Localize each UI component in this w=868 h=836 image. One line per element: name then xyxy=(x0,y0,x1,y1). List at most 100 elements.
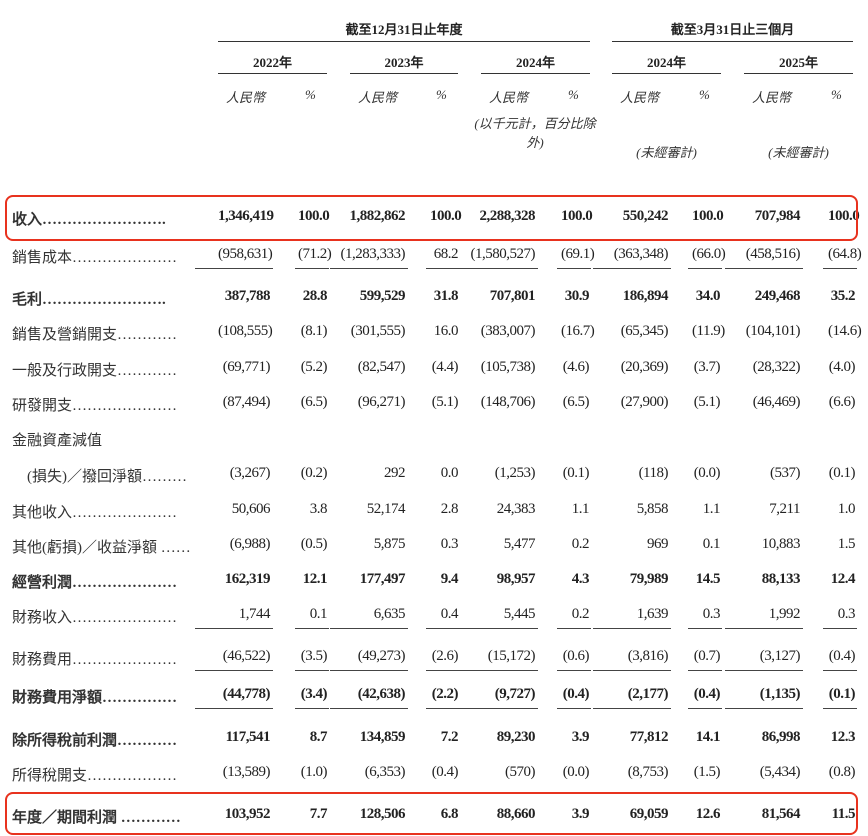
percent-cell: 16.0 xyxy=(433,323,459,339)
currency-label: 人民幣 xyxy=(358,90,398,105)
amount-cell: (570) xyxy=(505,764,536,780)
percent-cell: 28.8 xyxy=(302,288,328,304)
percent-cell: 11.5 xyxy=(831,806,856,822)
underline xyxy=(557,708,591,709)
percent-cell: 100.0 xyxy=(430,208,462,224)
row-label: 銷售成本………………… xyxy=(12,250,178,266)
table-row: 財務費用淨額…………… (44,778) (3.4) (42,638) (2.2) (9,… xyxy=(0,680,868,710)
amount-cell: 24,383 xyxy=(496,501,536,517)
percent-cell: (0.4) xyxy=(431,764,459,780)
unaudited-note: (未經審計) xyxy=(636,145,697,160)
divider xyxy=(744,73,853,74)
amount-cell: 128,506 xyxy=(359,806,406,822)
underline xyxy=(557,670,591,671)
amount-cell: (15,172) xyxy=(487,648,536,664)
underline xyxy=(330,670,408,671)
year-header: 2024年 xyxy=(646,55,686,70)
percent-cell: 12.3 xyxy=(830,729,856,745)
percent-cell: (0.5) xyxy=(300,536,328,552)
percent-cell: 8.7 xyxy=(309,729,328,745)
amount-cell: (301,555) xyxy=(350,323,406,339)
underline xyxy=(330,268,408,269)
percent-cell: (3.5) xyxy=(300,648,328,664)
amount-cell: (49,273) xyxy=(357,648,406,664)
row-label: 其他收入………………… xyxy=(12,505,178,521)
percent-cell: 1.5 xyxy=(837,536,856,552)
year-header: 2022年 xyxy=(252,55,292,70)
amount-cell: (6,988) xyxy=(229,536,271,552)
percent-cell: 12.1 xyxy=(302,571,328,587)
amount-cell: 5,858 xyxy=(636,501,669,517)
amount-cell: (27,900) xyxy=(620,394,669,410)
percent-cell: (4.0) xyxy=(828,359,856,375)
table-row: 毛利……………………. 387,788 28.8 599,529 31.8 707,801… xyxy=(0,282,868,312)
percent-cell: (0.2) xyxy=(300,465,328,481)
amount-cell: (13,589) xyxy=(222,764,271,780)
percent-cell: 14.1 xyxy=(695,729,721,745)
percent-label: % xyxy=(699,87,710,102)
percent-cell: (8.1) xyxy=(300,323,328,339)
amount-cell: (1,253) xyxy=(494,465,536,481)
amount-cell: 88,660 xyxy=(496,806,536,822)
percent-cell: (0.0) xyxy=(562,764,590,780)
table-row: 其他收入………………… 50,606 3.8 52,174 2.8 24,383 1.1 5,… xyxy=(0,495,868,525)
percent-cell: 0.3 xyxy=(837,606,856,622)
percent-cell: (0.6) xyxy=(562,648,590,664)
percent-cell: 34.0 xyxy=(695,288,721,304)
underline xyxy=(725,268,803,269)
percent-cell: (11.9) xyxy=(692,323,725,339)
underline xyxy=(295,628,329,629)
percent-cell: (0.7) xyxy=(693,648,721,664)
table-row: 財務費用………………… (46,522) (3.5) (49,273) (2.6) (15… xyxy=(0,642,868,672)
table-row: 所得稅開支……………… (13,589) (1.0) (6,353) (0.4) (570… xyxy=(0,758,868,788)
table-row: 銷售成本………………… (958,631) (71.2) (1,283,333) 68.… xyxy=(0,240,868,270)
year-header: 2024年 xyxy=(515,55,555,70)
amount-cell: 249,468 xyxy=(754,288,801,304)
percent-cell: (0.4) xyxy=(693,686,721,702)
table-row: 銷售及營銷開支………… (108,555) (8.1) (301,555) 16.0 (3… xyxy=(0,317,868,347)
amount-cell: (8,753) xyxy=(627,764,669,780)
amount-cell: (537) xyxy=(770,465,801,481)
percent-cell: (5.2) xyxy=(300,359,328,375)
amount-cell: 1,346,419 xyxy=(218,208,274,224)
amount-cell: 89,230 xyxy=(496,729,536,745)
amount-cell: 7,211 xyxy=(769,501,800,517)
amount-cell: 177,497 xyxy=(359,571,406,587)
percent-cell: 3.9 xyxy=(571,806,590,822)
amount-cell: 2,288,328 xyxy=(479,208,536,224)
amount-cell: (3,127) xyxy=(759,648,801,664)
percent-cell: 0.3 xyxy=(440,536,459,552)
underline xyxy=(195,670,273,671)
amount-cell: (105,738) xyxy=(480,359,536,375)
percent-cell: 100.0 xyxy=(692,208,724,224)
row-label: 金融資產減值 xyxy=(12,433,103,449)
amount-cell: 103,952 xyxy=(224,806,271,822)
underline xyxy=(330,708,408,709)
divider xyxy=(218,73,327,74)
percent-cell: (3.7) xyxy=(693,359,721,375)
amount-cell: (20,369) xyxy=(620,359,669,375)
amount-cell: 79,989 xyxy=(629,571,669,587)
table-row: 年度／期間利潤 ………… 103,952 7.7 128,506 6.8 88,660 3.… xyxy=(0,800,868,830)
currency-label: 人民幣 xyxy=(620,90,660,105)
percent-cell: 12.4 xyxy=(830,571,856,587)
amount-cell: 5,875 xyxy=(373,536,406,552)
amount-cell: 81,564 xyxy=(761,806,801,822)
percent-cell: 100.0 xyxy=(298,208,330,224)
amount-cell: 1,992 xyxy=(768,606,801,622)
percent-cell: (5.1) xyxy=(693,394,721,410)
underline xyxy=(295,708,329,709)
amount-cell: 707,801 xyxy=(489,288,536,304)
underline xyxy=(593,628,671,629)
amount-cell: 98,957 xyxy=(496,571,536,587)
underline xyxy=(593,670,671,671)
amount-cell: (28,322) xyxy=(752,359,801,375)
highlight-box-profit xyxy=(5,792,858,835)
unaudited-note: (未經審計) xyxy=(768,145,829,160)
percent-cell: (6.5) xyxy=(562,394,590,410)
amount-cell: 50,606 xyxy=(231,501,271,517)
amount-cell: (82,547) xyxy=(357,359,406,375)
amount-cell: 77,812 xyxy=(629,729,669,745)
amount-cell: (118) xyxy=(638,465,669,481)
percent-cell: (1.0) xyxy=(300,764,328,780)
